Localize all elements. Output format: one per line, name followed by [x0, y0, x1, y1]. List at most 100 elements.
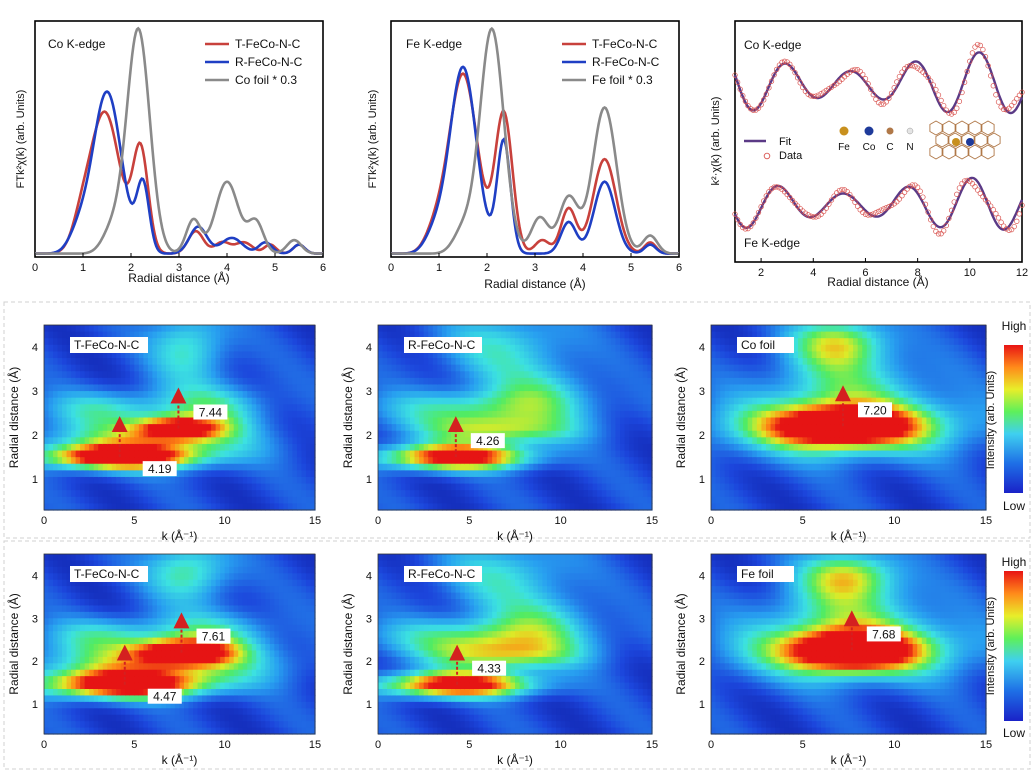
wt_co_foil-heatmap-cell: [711, 463, 717, 471]
wt_co_t-heatmap-cell: [93, 404, 99, 412]
wt_co_r-heatmap-cell: [382, 364, 388, 372]
wt_co_foil-heatmap-cell: [821, 410, 827, 419]
k2chi-data-point: [763, 91, 769, 97]
wt_co_r-heatmap-cell: [515, 338, 521, 346]
wt_co_t-heatmap-cell: [256, 490, 262, 498]
wt_co_r-heatmap-cell: [642, 397, 649, 405]
wt_co_r-heatmap-cell: [432, 325, 438, 333]
wt_co_r-heatmap-cell: [496, 410, 502, 419]
wt_co_t-heatmap-cell: [287, 417, 294, 425]
wt_co_t-heatmap-cell: [62, 364, 68, 372]
wt_co_t-heatmap-cell: [238, 443, 244, 452]
wt_co_r-heatmap-cell: [597, 410, 603, 419]
wt_co_foil-heatmap-cell: [811, 417, 818, 425]
wt_co_t-heatmap-cell: [265, 410, 271, 419]
k2chi-data-point: [862, 76, 869, 82]
wt_co_t-heatmap-cell: [274, 457, 280, 465]
wt_co_t-heatmap-cell: [75, 483, 81, 491]
wt_co_r-heatmap-cell: [510, 417, 516, 425]
wt_co_t-heatmap-cell: [269, 463, 275, 471]
wt_co_r-heatmap-cell: [396, 331, 402, 339]
wt_co_foil-heatmap-cell: [889, 358, 895, 366]
wt_co_t-heatmap-cell: [251, 351, 257, 359]
fe_ft-xtick-label: 6: [676, 262, 682, 274]
wt_co_r-heatmap-cell: [560, 443, 566, 452]
wt_co_r-heatmap-cell: [620, 450, 626, 458]
wt_co_foil-heatmap-cell: [779, 358, 785, 366]
wt_co_t-heatmap-cell: [152, 457, 158, 465]
wt_co_foil-heatmap-cell: [839, 476, 845, 485]
wt_co_foil-heatmap-cell: [766, 384, 772, 392]
wt_co_foil-heatmap-cell: [894, 483, 900, 491]
wt_co_t-heatmap-cell: [242, 364, 248, 372]
wt_co_r-heatmap-cell: [574, 463, 580, 471]
wt_co_r-heatmap-cell: [574, 397, 580, 405]
wt_co_foil-heatmap-cell: [770, 331, 776, 339]
k2chi-data-point: [768, 186, 775, 192]
wt_co_r-heatmap-cell: [551, 338, 557, 346]
wt_co_r-heatmap-cell: [515, 391, 521, 399]
wt_co_r-heatmap-cell: [642, 483, 649, 491]
wt_co_foil-heatmap-cell: [839, 470, 845, 478]
wt_co_foil-heatmap-cell: [894, 496, 900, 504]
wt_co_t-heatmap-cell: [211, 364, 217, 372]
wt_co_foil-heatmap-cell: [853, 424, 859, 432]
wt_co_r-heatmap-cell: [378, 410, 384, 419]
wt_co_foil-heatmap-cell: [862, 450, 868, 458]
wt_co_foil-heatmap-cell: [802, 371, 808, 379]
wt_co_r-heatmap-cell: [515, 384, 521, 392]
wt_co_t-heatmap-cell: [75, 503, 81, 511]
wt_co_foil-heatmap-cell: [756, 325, 763, 333]
wt_co_t-heatmap-cell: [143, 417, 149, 425]
wt_co_foil-heatmap-cell: [876, 377, 882, 386]
wt_co_foil-heatmap-cell: [775, 325, 781, 333]
k2chi-data-point: [779, 59, 785, 65]
wt_co_foil-heatmap-cell: [889, 404, 895, 412]
wt_co_r-heatmap-cell: [391, 325, 397, 333]
wt_co_t-heatmap-cell: [84, 450, 90, 458]
wt_co_t-heatmap-cell: [165, 351, 172, 359]
wt_co_r-heatmap-cell: [478, 331, 484, 339]
wt_co_t-heatmap-cell: [62, 457, 68, 465]
wt_co_foil-heatmap-cell: [807, 490, 813, 498]
wt_co_t-heatmap-cell: [161, 476, 167, 485]
wt_co_t-heatmap-cell: [229, 338, 235, 346]
wt_co_r-heatmap-cell: [487, 397, 493, 405]
k2chi-data-point: [886, 95, 892, 101]
wt_co_r-heatmap-cell: [583, 430, 589, 438]
wt_co_r-heatmap-cell: [565, 496, 571, 504]
wt_co_foil-heatmap-cell: [898, 384, 905, 392]
wt_co_t-heatmap-cell: [310, 470, 316, 478]
wt_co_foil-heatmap-cell: [766, 364, 772, 372]
wt_co_r-heatmap-cell: [391, 450, 397, 458]
wt_co_foil-heatmap-cell: [848, 424, 854, 432]
wt_co_foil-heatmap-cell: [898, 344, 905, 353]
wt_co_foil-heatmap-cell: [821, 371, 827, 379]
wt_co_foil-heatmap-cell: [848, 391, 854, 399]
wt_co_r-heatmap-cell: [446, 457, 452, 465]
wt_co_foil-heatmap-cell: [825, 443, 831, 452]
wt_co_r-heatmap-cell: [574, 338, 580, 346]
wt_co_r-heatmap-cell: [574, 417, 580, 425]
wt_co_r-heatmap-cell: [519, 384, 525, 392]
wt_co_t-heatmap-cell: [147, 410, 153, 419]
wt_co_r-heatmap-cell: [378, 391, 384, 399]
wt_co_t-heatmap-cell: [211, 344, 217, 353]
k2chi-data-point: [794, 75, 801, 81]
wt_co_t-heatmap-cell: [296, 490, 303, 498]
wt_co_r-heatmap-cell: [633, 483, 639, 491]
wt_co_r-heatmap-cell: [578, 377, 585, 386]
wt_co_t-heatmap-cell: [57, 443, 63, 452]
wt_co_r-heatmap-cell: [601, 476, 607, 485]
wt_co_foil-heatmap-cell: [711, 404, 717, 412]
wt_co_r-heatmap-cell: [597, 490, 603, 498]
wt_co_r-heatmap-cell: [414, 476, 420, 485]
wt_co_r-heatmap-cell: [414, 364, 420, 372]
wt_co_t-heatmap-cell: [152, 351, 158, 359]
wt_co_t-heatmap-cell: [161, 496, 167, 504]
wt_co_foil-heatmap-cell: [770, 443, 776, 452]
co_ft-xtick-label: 4: [224, 262, 230, 274]
wt_co_foil-heatmap-cell: [715, 476, 721, 485]
wt_co_foil-heatmap-cell: [866, 325, 873, 333]
wt_co_foil-heatmap-cell: [843, 457, 850, 465]
